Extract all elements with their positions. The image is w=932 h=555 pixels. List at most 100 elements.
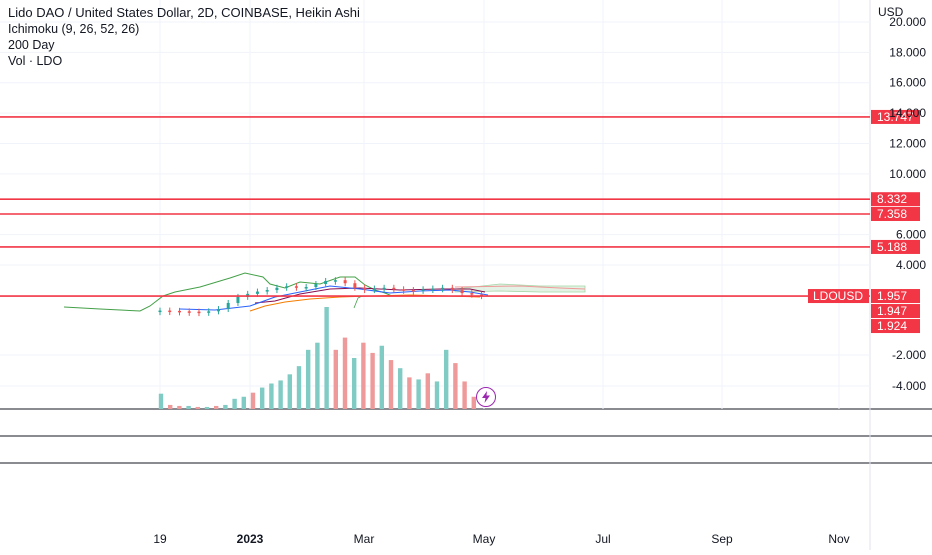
symbol-tag <box>808 289 869 304</box>
volume-bar <box>269 383 274 409</box>
ichimoku-base-line <box>254 287 486 304</box>
volume-bar <box>287 374 292 409</box>
x-tick-label: May <box>473 532 496 546</box>
cloud-span-b <box>454 285 586 290</box>
volume-bar <box>352 358 357 409</box>
candle-body <box>216 309 220 312</box>
volume-bar <box>444 349 449 409</box>
y-tick-label: -4.000 <box>892 379 926 393</box>
y-tick-label: 16.000 <box>889 76 926 90</box>
volume-bar <box>462 381 467 409</box>
candle-body <box>363 287 367 291</box>
price-level-tag <box>871 239 920 254</box>
indicator-lines <box>63 272 489 312</box>
y-tick-label: 10.000 <box>889 167 926 181</box>
y-tick-label: 18.000 <box>889 45 926 59</box>
ichimoku-lagging-span <box>63 272 393 312</box>
x-tick-label: Nov <box>828 532 849 546</box>
volume-bar <box>315 342 320 409</box>
price-level-value: 8.332 <box>877 192 907 206</box>
x-tick-label: Mar <box>354 532 375 546</box>
volume-bar <box>223 404 228 409</box>
volume-bar <box>416 379 421 409</box>
volume-bar <box>333 349 338 409</box>
price-tag-value: 1.947 <box>877 304 907 318</box>
price-level-value: 13.747 <box>877 110 914 124</box>
candle-body <box>450 287 454 291</box>
price-level-value: 5.188 <box>877 240 907 254</box>
price-tag <box>871 304 920 319</box>
volume-bar <box>453 363 458 409</box>
symbol-tag-label: LDOUSD <box>813 289 863 303</box>
candle-body <box>392 287 396 290</box>
indicator-200-day[interactable]: 200 Day <box>8 38 55 52</box>
candle-body <box>285 286 289 288</box>
volume-bar <box>214 405 219 409</box>
candle-body <box>470 293 474 295</box>
volume-bar <box>241 396 246 409</box>
volume-bar <box>407 377 412 409</box>
volume-bar <box>471 396 476 409</box>
candle-body <box>255 291 259 294</box>
candle-body <box>207 311 211 313</box>
volume-bar <box>324 307 329 409</box>
lagging-wisp <box>353 295 363 309</box>
candle-body <box>197 311 201 314</box>
candle-body <box>304 287 308 289</box>
candle-body <box>353 283 357 288</box>
indicator-volume[interactable]: Vol · LDO <box>8 54 63 68</box>
volume-bar <box>398 368 403 409</box>
volume-bar <box>296 366 302 409</box>
candle-body <box>236 296 240 303</box>
candle-body <box>333 280 337 282</box>
x-tick-label: Sep <box>711 532 733 546</box>
indicator-ichimoku[interactable]: Ichimoku (9, 26, 52, 26) <box>8 22 140 36</box>
volume-bar <box>306 349 311 409</box>
y-tick-label: 6.000 <box>896 228 926 242</box>
x-tick-label: 2023 <box>237 532 264 546</box>
price-level-value: 1.957 <box>877 289 907 303</box>
candle-body <box>265 290 269 292</box>
symbol-title[interactable]: Lido DAO / United States Dollar, 2D, COI… <box>8 5 360 20</box>
volume-bar <box>342 337 348 409</box>
price-tag-value: 1.924 <box>877 319 907 333</box>
candle-body <box>441 287 445 290</box>
volume-bar <box>388 360 394 409</box>
candle-body <box>402 289 406 291</box>
candle-body <box>343 280 347 284</box>
volume-bar <box>204 406 210 409</box>
volume-bar <box>425 373 430 409</box>
lightning-icon[interactable] <box>476 387 496 407</box>
volume-bar <box>177 405 182 409</box>
candle-body <box>421 289 425 291</box>
volume-bars <box>158 307 476 409</box>
ma-200-line <box>249 294 481 312</box>
chart-legend[interactable]: Lido DAO / United States Dollar, 2D, COI… <box>8 5 360 69</box>
price-level-tag <box>871 289 920 304</box>
candle-body <box>294 286 298 288</box>
candle-body <box>187 311 191 313</box>
candle-body <box>177 310 181 313</box>
candle-body <box>382 287 386 290</box>
candle-body <box>372 288 376 291</box>
y-tick-label: 12.000 <box>889 136 926 150</box>
lightning-glyph <box>482 391 490 403</box>
candle-body <box>158 310 162 313</box>
axes: 20.000 18.000 16.000 14.000 12.000 10.000 6.00… <box>153 5 926 546</box>
volume-bar <box>250 392 256 409</box>
candle-body <box>314 283 318 288</box>
candle-body <box>411 290 415 292</box>
candle-body <box>431 288 435 291</box>
x-tick-label: Jul <box>595 532 610 546</box>
y-tick-label: 4.000 <box>896 258 926 272</box>
candle-body <box>324 280 328 284</box>
y-tick-label: -2.000 <box>892 348 926 362</box>
candle-body <box>275 287 279 291</box>
candle-body <box>226 302 230 310</box>
price-level-tag <box>871 109 920 124</box>
volume-bar <box>260 387 265 409</box>
